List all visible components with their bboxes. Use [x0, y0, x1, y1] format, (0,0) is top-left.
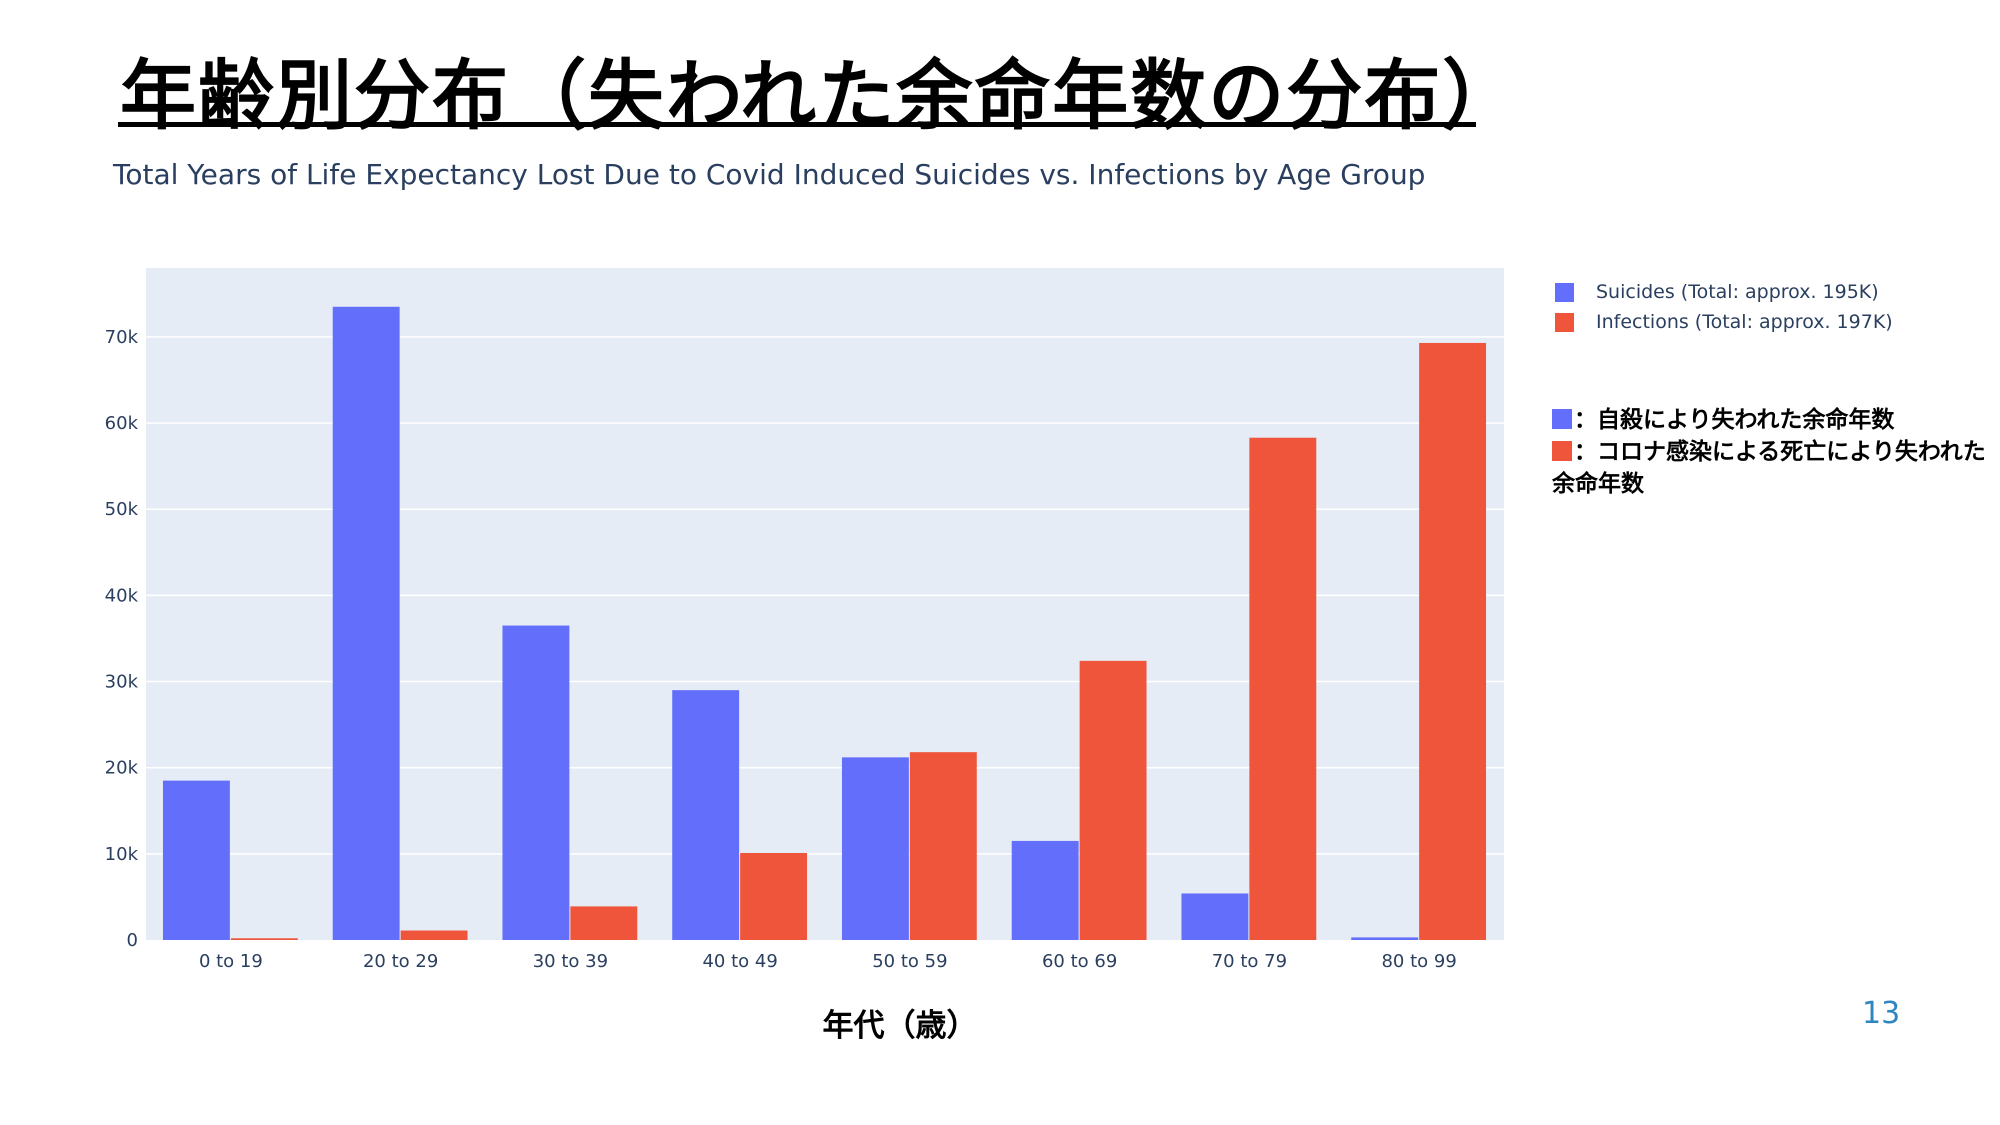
x-tick-label: 40 to 49 [702, 951, 777, 972]
x-tick-label: 0 to 19 [199, 951, 263, 972]
legend-swatch-infections [1555, 312, 1574, 332]
x-tick-label: 30 to 39 [533, 951, 608, 972]
bar-suicides[interactable] [1011, 840, 1079, 940]
y-tick-label: 50k [105, 499, 139, 520]
x-tick-label: 60 to 69 [1042, 951, 1117, 972]
bar-infections[interactable] [1249, 437, 1317, 940]
x-axis-ticks: 0 to 19 20 to 29 30 to 39 40 to 49 50 to 59 6… [199, 951, 1457, 972]
legend-item-infections[interactable]: Infections (Total: approx. 197K) [1555, 307, 1975, 337]
color-note: ：自殺により失われた余命年数 ：コロナ感染による死亡により失われた余命年数 [1552, 404, 1992, 500]
bar-infections[interactable] [570, 906, 638, 940]
note-infections: ：コロナ感染による死亡により失われた余命年数 [1552, 436, 1992, 500]
bar-infections[interactable] [230, 938, 298, 940]
bar-suicides[interactable] [332, 306, 400, 940]
y-tick-label: 10k [105, 844, 139, 865]
x-tick-label: 20 to 29 [363, 951, 438, 972]
bar-infections[interactable] [1079, 660, 1147, 940]
bar-infections[interactable] [400, 930, 468, 940]
y-tick-label: 70k [105, 327, 139, 348]
legend-item-suicides[interactable]: Suicides (Total: approx. 195K) [1555, 277, 1975, 307]
bar-infections[interactable] [909, 752, 977, 940]
legend-swatch-suicides [1555, 282, 1574, 302]
note-swatch-infections [1552, 441, 1572, 461]
y-tick-label: 40k [105, 585, 139, 606]
x-tick-label: 70 to 79 [1212, 951, 1287, 972]
legend-label-infections: Infections (Total: approx. 197K) [1596, 311, 1893, 333]
legend-label-suicides: Suicides (Total: approx. 195K) [1596, 281, 1879, 303]
bars [162, 306, 1487, 940]
y-tick-label: 20k [105, 758, 139, 779]
bar-suicides[interactable] [672, 690, 740, 940]
title-underline [118, 122, 1476, 127]
legend[interactable]: Suicides (Total: approx. 195K) Infection… [1555, 277, 1975, 337]
note-text-suicides: ：自殺により失われた余命年数 [1574, 407, 1895, 433]
page-number: 13 [1862, 996, 1901, 1031]
x-tick-label: 80 to 99 [1381, 951, 1456, 972]
bar-suicides[interactable] [841, 757, 909, 940]
bar-suicides[interactable] [502, 625, 570, 940]
note-suicides: ：自殺により失われた余命年数 [1552, 404, 1992, 436]
y-axis-ticks: 0 10k 20k 30k 40k 50k 60k 70k [105, 327, 139, 951]
bar-suicides[interactable] [1181, 893, 1249, 940]
bar-infections[interactable] [740, 852, 808, 940]
note-swatch-suicides [1552, 409, 1572, 429]
bar-infections[interactable] [1419, 342, 1487, 940]
note-text-infections: ：コロナ感染による死亡により失われた余命年数 [1552, 439, 1986, 497]
chart-title: Total Years of Life Expectancy Lost Due … [113, 158, 1426, 191]
x-tick-label: 50 to 59 [872, 951, 947, 972]
y-tick-label: 30k [105, 672, 139, 693]
x-axis-label: 年代（歳） [822, 1008, 978, 1044]
bar-suicides[interactable] [162, 780, 230, 940]
bar-suicides[interactable] [1351, 937, 1419, 940]
y-tick-label: 0 [127, 930, 138, 951]
y-tick-label: 60k [105, 413, 139, 434]
